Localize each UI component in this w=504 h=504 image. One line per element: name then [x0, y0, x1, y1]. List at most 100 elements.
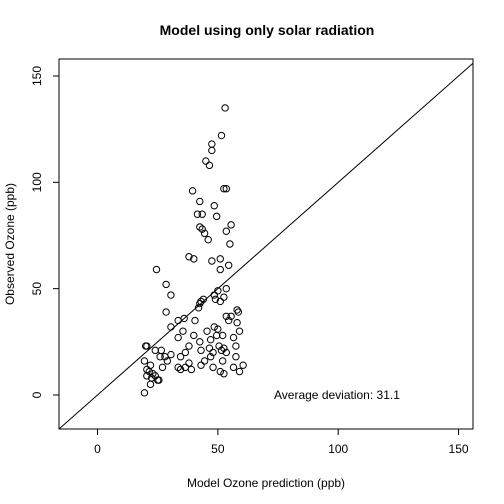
data-point [199, 295, 208, 303]
data-point [197, 346, 205, 355]
data-point [140, 357, 149, 365]
data-point [194, 304, 203, 312]
data-point [190, 331, 198, 340]
data-point [162, 280, 170, 289]
data-point [174, 363, 182, 372]
data-point [167, 291, 175, 299]
data-point [167, 350, 175, 359]
data-point [157, 346, 165, 355]
chart-title: Model using only solar radiation [160, 22, 375, 38]
data-point [232, 353, 240, 361]
data-point [167, 323, 175, 331]
data-point [222, 284, 230, 293]
data-point [235, 367, 244, 376]
data-point [151, 372, 159, 380]
data-point [140, 389, 149, 397]
data-point [174, 316, 182, 325]
data-point [224, 261, 233, 269]
data-point [205, 161, 214, 170]
data-point [216, 265, 224, 274]
data-point [143, 342, 151, 350]
data-point [163, 357, 172, 365]
y-tick-label: 0 [30, 391, 44, 398]
data-point [185, 359, 193, 367]
data-point [232, 342, 240, 350]
data-point [176, 365, 185, 374]
data-point [145, 367, 153, 376]
y-tick-label: 100 [30, 172, 44, 192]
data-point [197, 361, 205, 369]
data-point [210, 291, 218, 299]
x-tick-label: 150 [449, 442, 469, 456]
data-point [235, 327, 244, 335]
data-point [156, 353, 164, 361]
data-point [198, 210, 206, 218]
y-tick-label: 150 [30, 66, 44, 86]
data-point [217, 131, 226, 140]
identity-reference-line [59, 62, 473, 429]
data-point [222, 348, 230, 357]
data-point [233, 318, 241, 327]
data-point [220, 344, 228, 352]
data-point [162, 308, 170, 316]
data-point [218, 331, 227, 340]
data-point [229, 363, 238, 372]
x-axis-label: Model Ozone prediction (ppb) [187, 476, 345, 490]
data-point [191, 316, 199, 325]
data-point [206, 353, 215, 361]
data-point [185, 342, 193, 350]
average-deviation-annotation: Average deviation: 31.1 [274, 388, 400, 402]
data-point [198, 225, 206, 233]
data-point [187, 365, 196, 374]
data-point [185, 253, 193, 261]
data-point [212, 212, 221, 221]
data-point [216, 297, 224, 306]
data-point [204, 236, 212, 244]
data-point [174, 333, 182, 342]
data-point [227, 312, 235, 320]
data-point [176, 353, 185, 361]
data-point [216, 367, 224, 376]
data-point [181, 348, 190, 357]
data-point [222, 227, 230, 235]
data-point [210, 202, 218, 210]
x-tick-label: 50 [211, 442, 225, 456]
data-point [208, 146, 216, 155]
data-point [224, 316, 233, 325]
data-point [234, 308, 243, 316]
data-point [229, 333, 238, 342]
data-point [146, 380, 155, 389]
data-point [222, 185, 230, 193]
data-point [188, 187, 197, 195]
data-point [226, 240, 234, 248]
data-point [239, 361, 247, 369]
data-point [208, 140, 216, 148]
data-point [196, 338, 204, 346]
data-point [215, 342, 223, 350]
data-point [158, 363, 167, 372]
data-point [196, 299, 204, 308]
data-point [220, 293, 228, 301]
data-point [210, 323, 218, 331]
data-point [155, 376, 163, 384]
data-point [209, 348, 217, 357]
data-point [203, 327, 211, 335]
data-point [220, 370, 228, 378]
data-point [208, 257, 216, 265]
x-tick-label: 100 [328, 442, 348, 456]
data-point [196, 197, 204, 206]
y-axis-label: Observed Ozone (ppb) [3, 183, 17, 305]
plot-frame [58, 58, 474, 430]
data-point [152, 265, 161, 274]
data-point [193, 210, 202, 218]
data-point [205, 344, 214, 352]
data-point [149, 370, 157, 378]
data-point [200, 229, 209, 238]
y-axis: 0 50 100 150 [30, 66, 59, 398]
data-point [206, 335, 215, 344]
data-point [218, 357, 227, 365]
y-tick-label: 50 [30, 282, 44, 296]
data-point [209, 363, 217, 372]
x-tick-label: 0 [94, 442, 101, 456]
